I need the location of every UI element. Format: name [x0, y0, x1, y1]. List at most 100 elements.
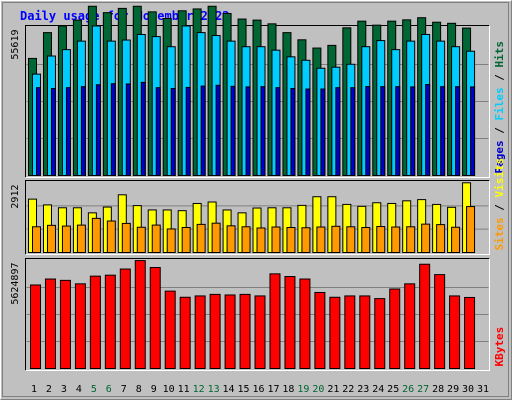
bar-kbytes-day-7 — [119, 268, 131, 369]
bar-kbytes-day-29 — [449, 295, 461, 369]
bar-sites-day-17 — [271, 226, 281, 253]
bar-kbytes-day-10 — [164, 290, 176, 370]
bar-pages-day-6 — [110, 83, 116, 176]
bar-pages-day-17 — [275, 87, 281, 176]
bar-kbytes-day-3 — [59, 279, 71, 370]
panel-hits-files-pages: 55619 Pages / Files / Hits — [10, 5, 506, 178]
bar-kbytes-day-19 — [299, 278, 311, 370]
bar-pages-day-18 — [290, 87, 296, 176]
bar-kbytes-day-14 — [224, 294, 236, 369]
bar-sites-day-19 — [301, 227, 311, 254]
plot-border-light — [25, 258, 490, 371]
plot-border-dark — [25, 25, 490, 178]
day-label-29: 29 — [447, 384, 459, 395]
day-label-14: 14 — [223, 384, 235, 395]
legend-sites: Sites — [493, 217, 506, 250]
bar-kbytes-day-23 — [359, 295, 371, 369]
day-label-20: 20 — [312, 384, 324, 395]
day-label-25: 25 — [387, 384, 399, 395]
bar-kbytes-day-27 — [419, 263, 431, 370]
bar-pages-day-14 — [230, 85, 236, 176]
bar-sites-day-12 — [196, 223, 206, 253]
bar-sites-day-15 — [241, 226, 251, 253]
bar-kbytes-day-22 — [344, 295, 356, 369]
bar-sites-day-1 — [32, 226, 41, 253]
axis-max-label: 5624897 — [10, 263, 21, 305]
day-label-21: 21 — [327, 384, 339, 395]
day-label-17: 17 — [267, 384, 279, 395]
day-label-9: 9 — [151, 384, 157, 395]
bar-pages-day-26 — [410, 86, 416, 176]
day-label-5: 5 — [91, 384, 97, 395]
day-label-7: 7 — [121, 384, 127, 395]
day-label-18: 18 — [282, 384, 294, 395]
day-label-1: 1 — [31, 384, 37, 395]
bar-pages-day-28 — [440, 86, 446, 176]
day-label-26: 26 — [402, 384, 414, 395]
legend: Pages / Files / Hits — [493, 41, 506, 174]
day-label-4: 4 — [76, 384, 82, 395]
legend-visits: Visits — [493, 158, 506, 198]
bar-sites-day-7 — [121, 222, 131, 254]
bar-kbytes-day-30 — [464, 296, 476, 370]
bar-pages-day-3 — [65, 87, 71, 176]
bar-pages-day-24 — [380, 86, 386, 176]
frame-inner-border — [2, 2, 509, 397]
bar-sites-day-10 — [166, 228, 176, 253]
bar-sites-day-5 — [91, 217, 101, 254]
day-label-31: 31 — [477, 384, 489, 395]
day-label-23: 23 — [357, 384, 369, 395]
legend-pages: Pages — [493, 140, 506, 173]
panel-kbytes: 5624897 KBytes — [10, 258, 506, 371]
legend-separator: / — [493, 198, 506, 218]
bar-sites-day-3 — [61, 225, 71, 254]
bar-pages-day-27 — [425, 83, 431, 176]
bar-pages-day-25 — [395, 86, 401, 176]
bar-kbytes-day-26 — [404, 283, 416, 369]
bar-pages-day-2 — [50, 87, 56, 176]
bar-pages-day-22 — [350, 87, 356, 176]
bar-pages-day-13 — [215, 84, 221, 176]
legend-separator: / — [493, 121, 506, 141]
bar-pages-day-20 — [320, 88, 326, 176]
bar-pages-day-8 — [140, 81, 146, 176]
bar-pages-day-5 — [95, 84, 101, 176]
bar-sites-day-11 — [181, 227, 191, 253]
bar-sites-day-22 — [346, 226, 356, 253]
bar-sites-day-16 — [256, 227, 266, 254]
bar-sites-day-9 — [151, 224, 161, 254]
bar-sites-day-28 — [436, 224, 446, 254]
day-label-10: 10 — [163, 384, 175, 395]
bar-sites-day-26 — [406, 226, 416, 253]
bar-pages-day-11 — [185, 86, 191, 176]
day-label-15: 15 — [238, 384, 250, 395]
axis-max-label: 55619 — [10, 30, 21, 60]
bar-kbytes-day-2 — [44, 278, 56, 370]
bar-pages-day-9 — [155, 87, 161, 176]
legend-kbytes: KBytes — [493, 327, 506, 367]
bar-sites-day-30 — [466, 206, 476, 253]
bar-sites-day-13 — [211, 222, 221, 254]
bar-pages-day-1 — [36, 87, 41, 176]
bar-sites-day-6 — [106, 220, 116, 253]
bar-sites-day-20 — [316, 226, 326, 253]
day-label-30: 30 — [462, 384, 474, 395]
bar-sites-day-29 — [451, 226, 461, 253]
bar-pages-day-23 — [365, 86, 371, 176]
bar-sites-day-2 — [46, 224, 56, 253]
bar-kbytes-day-12 — [194, 295, 206, 369]
bar-pages-day-7 — [125, 83, 131, 176]
day-label-27: 27 — [417, 384, 429, 395]
legend: KBytes — [493, 327, 506, 367]
bar-kbytes-day-17 — [269, 273, 281, 369]
bar-pages-day-12 — [200, 85, 206, 176]
plot-border-dark — [25, 258, 490, 371]
day-label-22: 22 — [342, 384, 354, 395]
bar-kbytes-day-1 — [30, 284, 41, 370]
bar-kbytes-day-8 — [134, 260, 146, 369]
bar-sites-day-24 — [376, 226, 386, 254]
plot-border-dark — [25, 180, 490, 255]
day-label-24: 24 — [372, 384, 384, 395]
